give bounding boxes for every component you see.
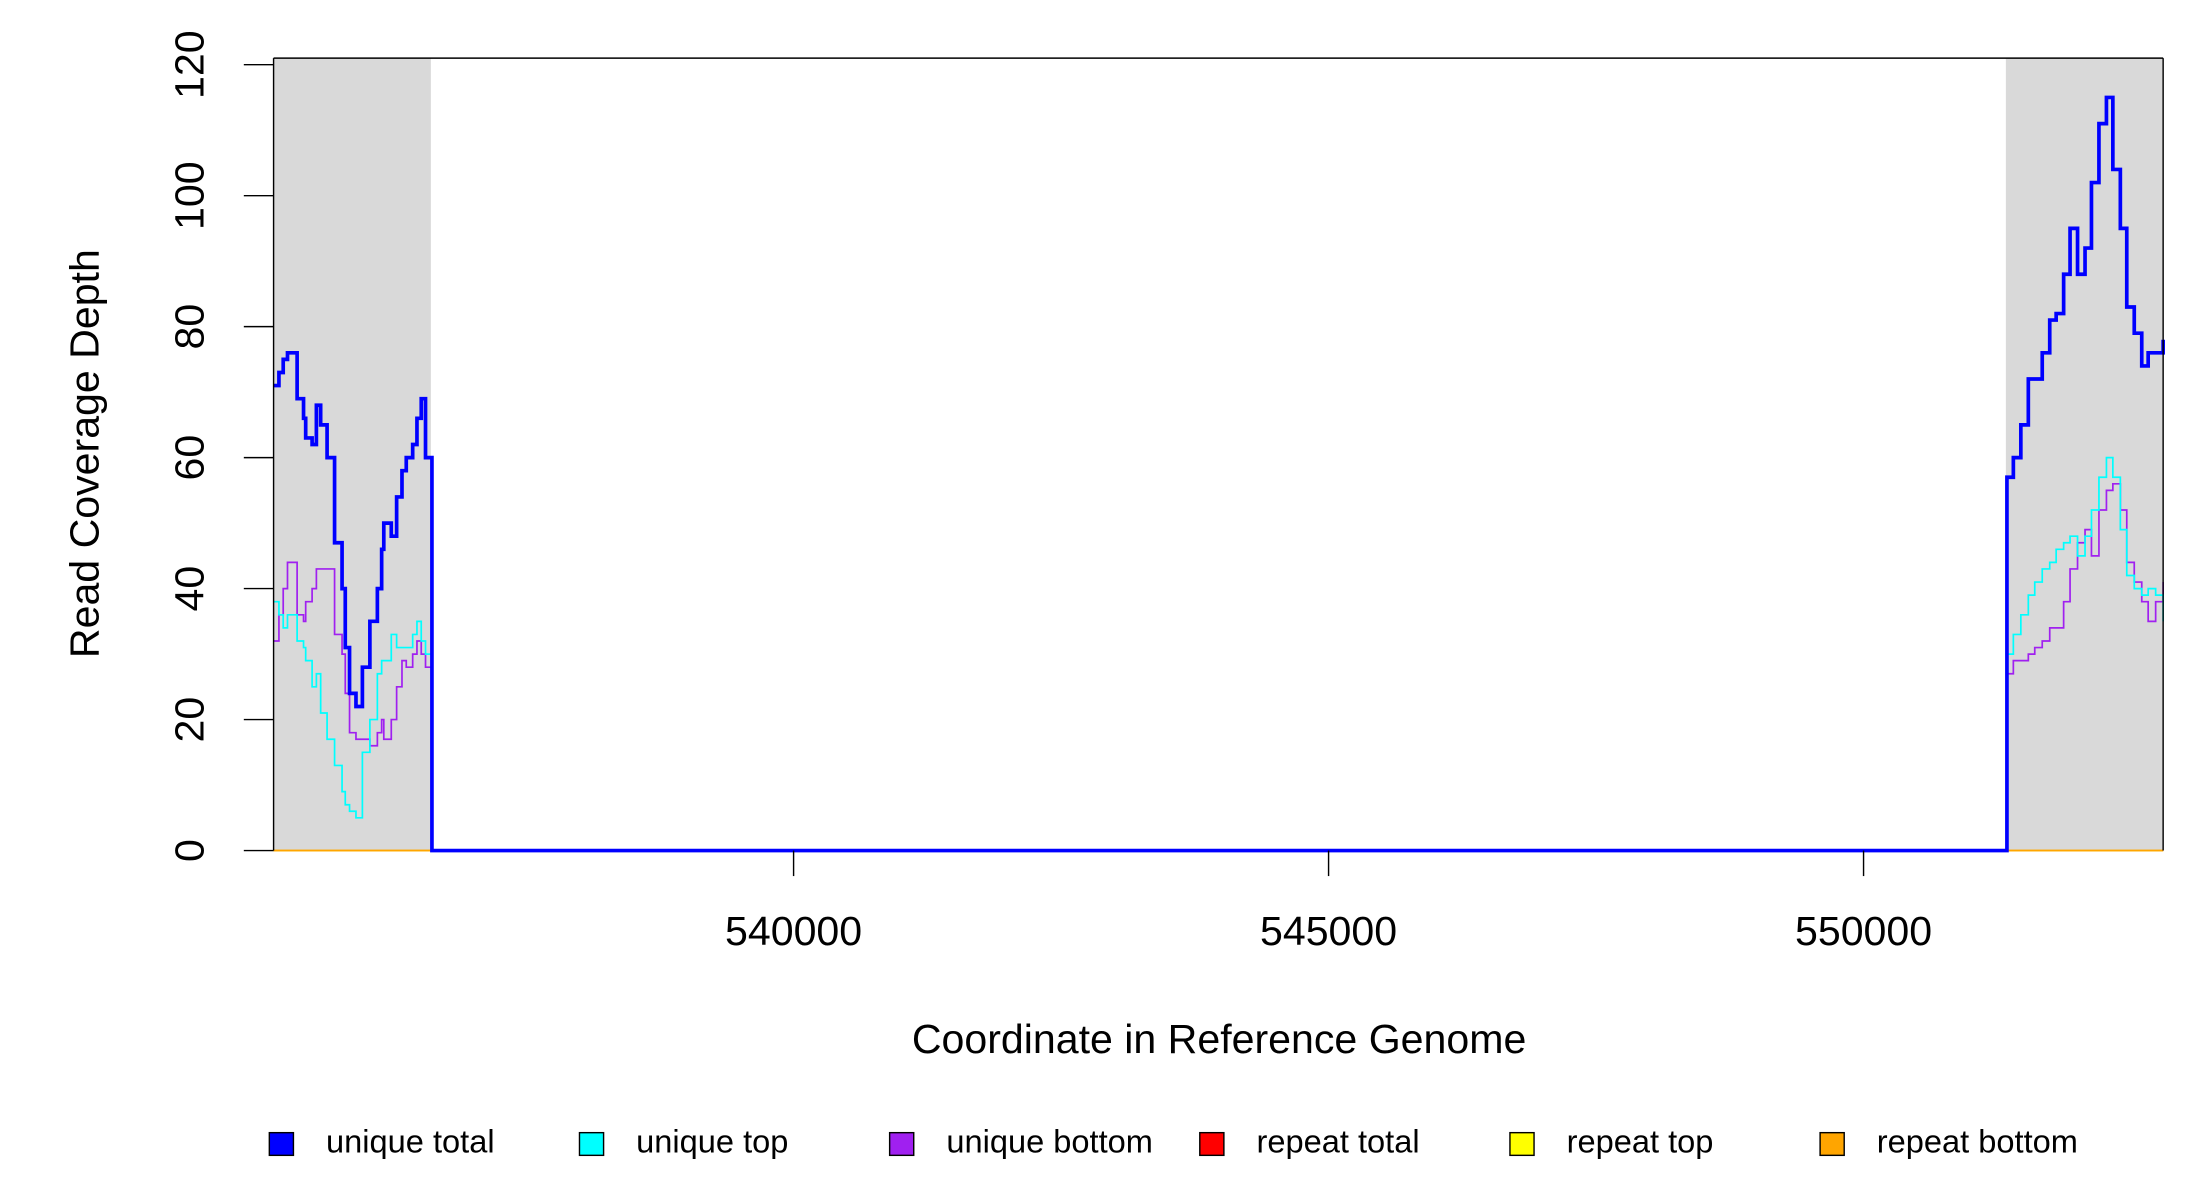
x-tick-label: 540000 <box>725 908 862 954</box>
y-tick-label: 100 <box>167 161 213 230</box>
series-line <box>273 482 2164 852</box>
series-line <box>273 456 2164 852</box>
legend-label: unique top <box>636 1123 788 1160</box>
legend-label: repeat bottom <box>1877 1123 2078 1160</box>
legend-label: unique total <box>326 1123 495 1160</box>
y-tick-label: 40 <box>167 566 213 612</box>
y-tick-label: 20 <box>167 697 213 743</box>
x-axis-label: Coordinate in Reference Genome <box>912 1016 1526 1062</box>
legend-swatch <box>578 1131 605 1157</box>
y-tick-label: 60 <box>167 435 213 481</box>
legend-swatch <box>268 1131 295 1157</box>
series-line <box>273 95 2165 853</box>
legend-swatch <box>1819 1131 1845 1157</box>
y-tick-label: 0 <box>167 839 213 862</box>
y-axis-label: Read Coverage Depth <box>62 249 108 658</box>
x-tick-label: 550000 <box>1795 908 1932 954</box>
y-tick-label: 120 <box>167 30 213 99</box>
shaded-region <box>273 58 431 851</box>
y-tick-label: 80 <box>167 304 213 350</box>
x-tick-label: 545000 <box>1260 908 1397 954</box>
shaded-region <box>2005 58 2164 851</box>
legend-label: repeat total <box>1256 1123 1419 1160</box>
legend-label: unique bottom <box>946 1123 1153 1160</box>
legend-swatch <box>1199 1131 1225 1157</box>
legend-label: repeat top <box>1567 1123 1714 1160</box>
legend-swatch <box>888 1131 915 1157</box>
legend-swatch <box>1509 1131 1535 1157</box>
